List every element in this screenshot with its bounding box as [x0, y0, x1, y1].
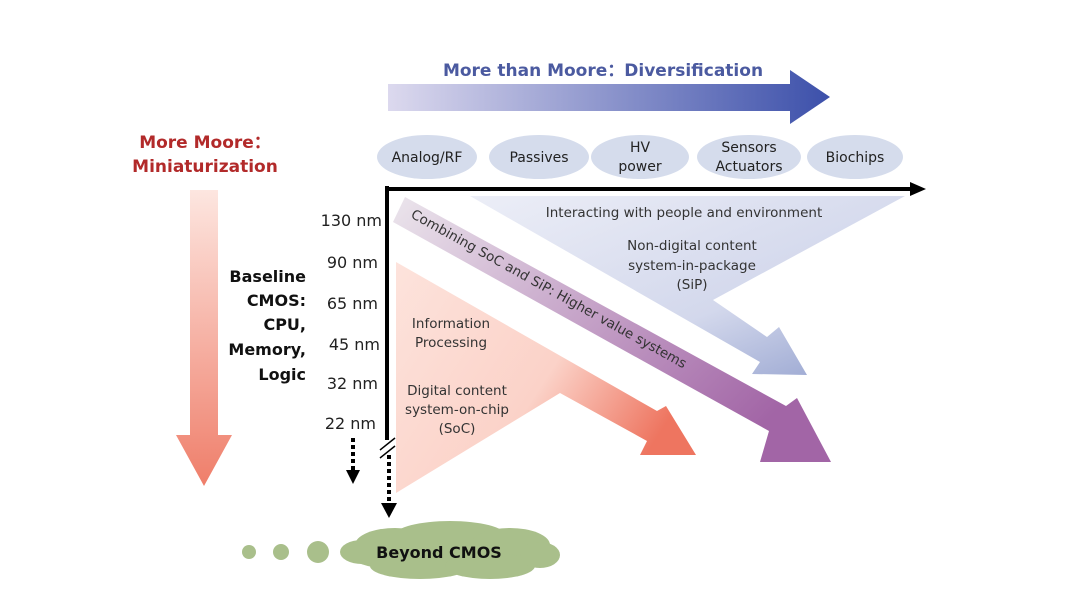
node-label-45nm: 45 nm — [329, 335, 380, 354]
category-hv-power: HV power — [591, 135, 689, 179]
category-sensors-actuators: Sensors Actuators — [697, 135, 801, 179]
sip-heading: Interacting with people and environment — [546, 205, 823, 221]
category-analog-rf: Analog/RF — [377, 135, 477, 179]
soc-line: Digital content — [407, 383, 507, 399]
baseline-label: Memory, — [228, 340, 306, 359]
axis-break-icon — [379, 437, 396, 459]
category-biochips: Biochips — [807, 135, 903, 179]
horizontal-axis-arrowhead — [910, 182, 926, 196]
combined-band-arrow — [393, 197, 831, 462]
node-label-65nm: 65 nm — [327, 294, 378, 313]
soc-line: (SoC) — [439, 421, 476, 437]
more-moore-title-line2: Miniaturization — [132, 157, 278, 177]
category-label: Sensors — [721, 140, 776, 156]
category-label: Actuators — [715, 159, 782, 175]
cloud-dot — [273, 544, 289, 560]
node-label-90nm: 90 nm — [327, 253, 378, 272]
soc-heading: Processing — [415, 335, 487, 351]
soc-region-arrow — [396, 262, 696, 493]
more-moore-arrow — [176, 190, 232, 486]
node-label-130nm: 130 nm — [321, 211, 382, 230]
node-label-32nm: 32 nm — [327, 374, 378, 393]
cloud-dot — [242, 545, 256, 559]
sip-line: Non-digital content — [627, 238, 757, 254]
dashed-arrow-long-head — [381, 503, 397, 518]
category-label: power — [618, 159, 662, 175]
baseline-label: Baseline — [229, 267, 306, 286]
soc-heading: Information — [412, 316, 490, 332]
node-label-22nm: 22 nm — [325, 414, 376, 433]
beyond-cmos-cloud — [340, 521, 560, 579]
dashed-arrow-short-head — [346, 470, 360, 484]
sip-region-arrow — [470, 196, 905, 375]
more-than-moore-arrow — [388, 70, 830, 124]
category-passives: Passives — [489, 135, 589, 179]
soc-line: system-on-chip — [405, 402, 509, 418]
category-label: Analog/RF — [392, 150, 463, 166]
beyond-cmos-label: Beyond CMOS — [376, 543, 502, 562]
sip-line: system-in-package — [628, 258, 756, 274]
baseline-label: Logic — [258, 365, 306, 384]
category-label: HV — [630, 140, 651, 156]
baseline-label: CMOS: — [247, 291, 306, 310]
more-moore-title-line1: More Moore： — [139, 133, 271, 153]
more-than-moore-title: More than Moore：Diversification — [443, 61, 763, 81]
baseline-label: CPU, — [263, 315, 306, 334]
category-label: Biochips — [826, 150, 885, 166]
cloud-dot — [307, 541, 329, 563]
category-label: Passives — [509, 150, 568, 166]
sip-line: (SiP) — [677, 277, 708, 293]
